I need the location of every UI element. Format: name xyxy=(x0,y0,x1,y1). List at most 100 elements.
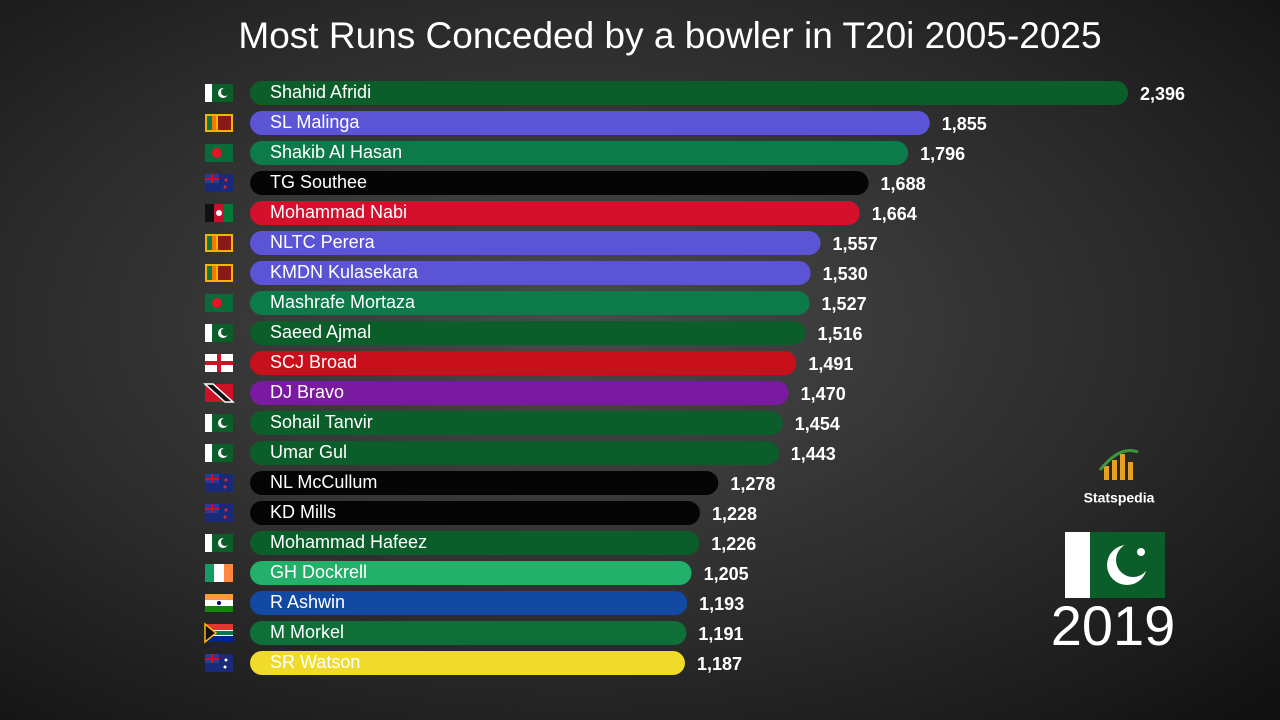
value-label: 1,527 xyxy=(822,294,867,314)
bar xyxy=(250,621,687,645)
flag-part xyxy=(203,383,235,403)
flag xyxy=(205,264,233,282)
brand-name: Statspedia xyxy=(1084,490,1155,506)
bar xyxy=(250,651,685,675)
category-label: Mohammad Hafeez xyxy=(270,532,427,552)
flag xyxy=(205,444,233,462)
category-label: Saeed Ajmal xyxy=(270,322,371,342)
category-label: Mashrafe Mortaza xyxy=(270,292,416,312)
flag-part xyxy=(216,210,222,216)
flag-part xyxy=(205,178,219,180)
flag-part xyxy=(221,88,229,96)
category-label: NLTC Perera xyxy=(270,232,376,252)
flag-part xyxy=(205,324,212,342)
flag-part xyxy=(205,204,214,222)
bar xyxy=(250,471,719,495)
flag xyxy=(205,234,233,252)
value-label: 1,278 xyxy=(730,474,775,494)
category-label: TG Southee xyxy=(270,172,367,192)
category-label: Mohammad Nabi xyxy=(270,202,407,222)
value-label: 1,226 xyxy=(711,534,756,554)
value-label: 1,688 xyxy=(881,174,926,194)
category-label: M Morkel xyxy=(270,622,344,642)
bar xyxy=(250,321,806,345)
flag xyxy=(205,114,233,132)
category-label: KMDN Kulasekara xyxy=(270,262,419,282)
flag-part xyxy=(224,178,228,182)
flag-part xyxy=(207,236,212,250)
flag xyxy=(203,383,235,403)
chart-title: Most Runs Conceded by a bowler in T20i 2… xyxy=(238,15,1101,56)
flag xyxy=(205,654,233,672)
category-label: KD Mills xyxy=(270,502,336,522)
flag-part xyxy=(223,515,227,519)
category-label: DJ Bravo xyxy=(270,382,344,402)
flag-part xyxy=(207,266,212,280)
value-label: 1,443 xyxy=(791,444,836,464)
flag xyxy=(205,564,233,582)
flag-part xyxy=(205,606,233,612)
value-label: 1,557 xyxy=(833,234,878,254)
flag xyxy=(205,84,233,102)
flag xyxy=(205,414,233,432)
category-label: Shakib Al Hasan xyxy=(270,142,402,162)
category-label: Shahid Afridi xyxy=(270,82,371,102)
year-label: 2019 xyxy=(1051,594,1176,657)
flag xyxy=(205,474,233,492)
flag-part xyxy=(218,116,231,130)
flag-part xyxy=(221,448,229,456)
value-label: 1,516 xyxy=(818,324,863,344)
flag-part xyxy=(224,478,228,482)
flag-part xyxy=(212,266,216,280)
big-flag xyxy=(1065,532,1165,598)
bar xyxy=(250,591,688,615)
bar xyxy=(250,231,821,255)
value-label: 1,191 xyxy=(698,624,743,644)
value-label: 1,530 xyxy=(823,264,868,284)
bar xyxy=(250,531,700,555)
flag-part xyxy=(205,624,233,633)
value-label: 1,454 xyxy=(795,414,840,434)
flag-part xyxy=(212,116,216,130)
value-label: 1,855 xyxy=(942,114,987,134)
flag-part xyxy=(221,328,229,336)
flag-part xyxy=(207,116,212,130)
category-label: NL McCullum xyxy=(270,472,377,492)
flag-part xyxy=(221,418,229,426)
flag xyxy=(205,324,233,342)
flag-part xyxy=(205,564,214,582)
flag-part xyxy=(205,594,233,600)
value-label: 1,470 xyxy=(801,384,846,404)
flag xyxy=(205,594,233,612)
flag-part xyxy=(223,185,227,189)
flag xyxy=(205,204,233,222)
flag-part xyxy=(224,564,233,582)
flag xyxy=(205,504,233,522)
value-label: 1,228 xyxy=(712,504,757,524)
category-label: GH Dockrell xyxy=(270,562,367,582)
flag-part xyxy=(224,508,228,512)
bar xyxy=(250,141,909,165)
flag-part xyxy=(212,298,222,308)
flag-part xyxy=(223,665,227,669)
flag-part xyxy=(204,622,218,644)
value-label: 1,796 xyxy=(920,144,965,164)
flag-part xyxy=(218,266,231,280)
flag-part xyxy=(205,631,233,635)
bar xyxy=(250,171,869,195)
flag xyxy=(205,294,233,312)
flag-part xyxy=(205,84,212,102)
flag xyxy=(204,622,233,644)
bar xyxy=(250,201,860,225)
brand-logo xyxy=(1098,449,1139,480)
category-label: SCJ Broad xyxy=(270,352,357,372)
bar xyxy=(250,501,700,525)
value-label: 1,193 xyxy=(699,594,744,614)
value-label: 2,396 xyxy=(1140,84,1185,104)
flag-part xyxy=(205,633,233,642)
bar xyxy=(250,561,692,585)
flag-part xyxy=(205,414,212,432)
category-label: SL Malinga xyxy=(270,112,360,132)
